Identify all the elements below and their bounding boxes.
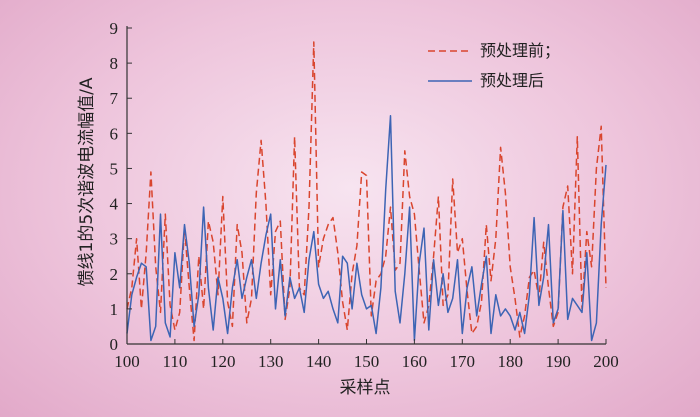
- y-tick-label: 3: [110, 230, 119, 249]
- axes: [126, 26, 607, 345]
- y-tick-label: 9: [110, 19, 119, 38]
- y-tick-label: 2: [110, 265, 119, 284]
- x-tick-label: 110: [162, 352, 187, 371]
- x-tick-label: 120: [210, 352, 236, 371]
- y-tick-label: 0: [110, 335, 119, 354]
- y-tick-label: 4: [110, 195, 119, 214]
- x-tick-label: 130: [258, 352, 284, 371]
- plot-area: [126, 41, 607, 342]
- legend: 预处理前； 预处理后: [428, 41, 560, 90]
- y-tick-label: 5: [110, 159, 119, 178]
- series-line-1: [126, 115, 607, 342]
- y-tick-label: 7: [110, 89, 119, 108]
- y-tick-label: 8: [110, 54, 119, 73]
- x-tick-label: 170: [450, 352, 476, 371]
- y-tick-label: 6: [110, 124, 119, 143]
- x-tick-label: 190: [545, 352, 571, 371]
- x-axis-label: 采样点: [340, 378, 391, 398]
- y-tick-label: 1: [110, 300, 119, 319]
- y-axis-label: 馈线1的5次谐波电流幅值/A: [77, 77, 97, 286]
- x-tick-label: 160: [402, 352, 428, 371]
- legend-label-after: 预处理后: [480, 71, 544, 90]
- x-tick-label: 100: [114, 352, 140, 371]
- x-tick-label: 140: [306, 352, 332, 371]
- legend-label-before: 预处理前；: [480, 41, 560, 60]
- tick-labels: 100 110 120 130 140 150 160 170 180 190 200 0 1 2 3 4 5 6…: [110, 19, 619, 371]
- x-tick-label: 180: [497, 352, 523, 371]
- x-tick-label: 150: [354, 352, 380, 371]
- x-tick-label: 200: [593, 352, 619, 371]
